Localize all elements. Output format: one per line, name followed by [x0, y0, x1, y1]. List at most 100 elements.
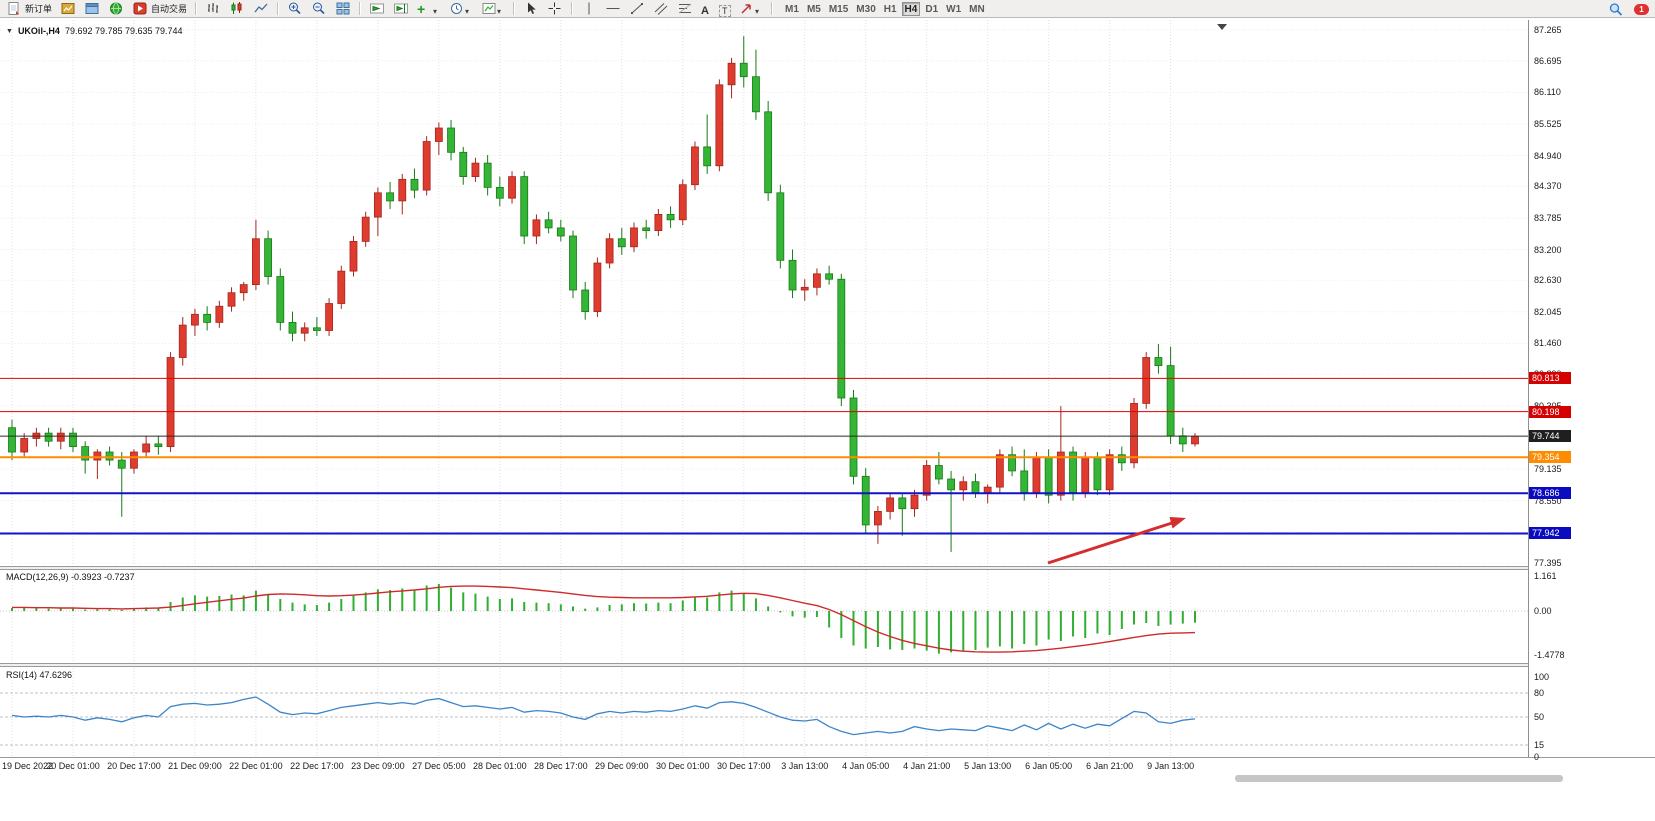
price-line-tag[interactable]: 79.354 [1529, 451, 1571, 464]
toolbar-separator [571, 2, 574, 15]
periods-button[interactable] [447, 1, 475, 17]
time-axis-label: 6 Jan 05:00 [1025, 761, 1073, 771]
rsi-scale-label: 50 [1534, 712, 1545, 722]
community-button[interactable] [106, 1, 126, 17]
rsi-line [11, 696, 1196, 736]
price-axis-label: 82.045 [1534, 306, 1562, 317]
autotrading-icon [132, 1, 148, 16]
time-axis-label: 4 Jan 05:00 [842, 761, 890, 771]
zoom-out-icon [311, 1, 327, 16]
horizontal-line-icon [605, 1, 621, 16]
rsi-scale-label: 100 [1534, 672, 1550, 682]
crosshair-button[interactable] [545, 1, 565, 17]
price-axis-label: 83.785 [1534, 212, 1562, 223]
chart-shift-icon [393, 1, 409, 16]
timeframe-D1-button[interactable]: D1 [922, 2, 941, 16]
vertical-line-button[interactable] [579, 1, 599, 17]
price-line-tag[interactable]: 78.686 [1529, 487, 1571, 500]
template-icon [481, 1, 497, 16]
price-axis-label: 78.550 [1534, 495, 1562, 506]
new-chart-button[interactable] [58, 1, 78, 17]
new-order-button[interactable]: 新订单 [4, 1, 54, 17]
time-axis-label: 5 Jan 13:00 [964, 761, 1012, 771]
timeframe-H4-button[interactable]: H4 [901, 1, 921, 16]
price-axis-label: 77.395 [1534, 557, 1562, 568]
chart-ohlc-values: 79.692 79.785 79.635 79.744 [64, 26, 183, 36]
trend-arrow-annotation[interactable] [1047, 517, 1186, 565]
chart-shift-button[interactable] [391, 1, 411, 17]
timeframe-W1-button[interactable]: W1 [943, 2, 964, 16]
trendline-button[interactable] [627, 1, 647, 17]
toolbar-separator [771, 2, 774, 15]
fibonacci-button[interactable] [675, 1, 695, 17]
text-tool-icon [701, 1, 711, 16]
time-axis-label: 9 Jan 13:00 [1147, 761, 1195, 771]
time-axis-label: 21 Dec 09:00 [168, 761, 222, 771]
notification-badge[interactable]: 1 [1634, 3, 1649, 15]
time-axis-label: 20 Dec 01:00 [46, 761, 100, 771]
macd-panel-canvas[interactable] [0, 570, 1528, 665]
timeframe-M30-button[interactable]: M30 [853, 2, 878, 16]
autotrading-button[interactable]: 自动交易 [130, 1, 189, 17]
chart-window: UKOil-,H4 79.692 79.785 79.635 79.744 MA… [0, 19, 1655, 821]
timeframe-M1-button[interactable]: M1 [782, 2, 802, 16]
zoom-out-button[interactable] [309, 1, 329, 17]
chevron-down-icon [465, 1, 473, 16]
panel-splitter[interactable] [0, 566, 1655, 570]
rsi-panel-canvas[interactable] [0, 668, 1528, 757]
arrows-button[interactable] [737, 1, 765, 17]
time-axis-label: 30 Dec 01:00 [655, 761, 710, 771]
price-line-tag[interactable]: 80.198 [1529, 405, 1571, 418]
macd-histogram [11, 584, 1196, 654]
timeframe-M5-button[interactable]: M5 [804, 2, 824, 16]
horizontal-scrollbar[interactable] [1235, 775, 1563, 782]
time-axis-separator [0, 757, 1655, 758]
one-click-trading-toggle[interactable] [6, 25, 13, 37]
price-line-tag[interactable]: 80.813 [1529, 372, 1571, 385]
price-line-tag[interactable]: 77.942 [1529, 527, 1571, 540]
search-button[interactable] [1606, 1, 1626, 17]
price-chart-canvas[interactable] [0, 20, 1528, 566]
cursor-button[interactable] [521, 1, 541, 17]
price-axis[interactable]: 87.265 86.695 86.110 85.525 84.940 84.370 83.7… [1528, 20, 1655, 762]
time-axis-label: 20 Dec 17:00 [107, 761, 161, 771]
time-axis-label: 19 Dec 2022 [2, 761, 54, 771]
macd-scale-label: 1.161 [1534, 571, 1557, 582]
chart-symbol-label: UKOil-,H4 [17, 26, 60, 36]
line-chart-button[interactable] [251, 1, 271, 17]
text-button[interactable] [699, 1, 713, 17]
templates-button[interactable] [479, 1, 507, 17]
chevron-down-icon [755, 1, 763, 16]
price-line-tag[interactable]: 79.744 [1529, 430, 1571, 443]
price-axis-label: 79.135 [1534, 464, 1562, 475]
crosshair-icon [547, 1, 563, 16]
panel-splitter[interactable] [0, 663, 1655, 667]
candlestick-chart-icon [229, 1, 245, 16]
clock-icon [449, 1, 465, 16]
channel-button[interactable] [651, 1, 671, 17]
tile-windows-button[interactable] [333, 1, 353, 17]
timeframe-M15-button[interactable]: M15 [826, 2, 851, 16]
timeframe-H1-button[interactable]: H1 [881, 2, 900, 16]
bar-chart-button[interactable] [203, 1, 223, 17]
indicators-button[interactable] [415, 1, 443, 17]
autotrading-label: 自动交易 [151, 4, 188, 14]
time-axis-label: 22 Dec 01:00 [229, 761, 283, 771]
auto-scroll-button[interactable] [367, 1, 387, 17]
macd-scale-label: -1.4778 [1534, 650, 1565, 661]
scroll-to-end-marker[interactable] [1217, 24, 1227, 30]
timeframe-MN-button[interactable]: MN [966, 2, 988, 16]
text-label-button[interactable] [717, 1, 733, 17]
timeframe-toolbar: M1 M5 M15 M30 H1 H4 D1 W1 MN [781, 1, 989, 16]
rsi-indicator-label: RSI(14) 47.6296 [6, 670, 73, 680]
new-chart-icon [60, 1, 76, 16]
price-axis-label: 81.460 [1534, 338, 1562, 349]
horizontal-line-button[interactable] [603, 1, 623, 17]
candlestick-chart-button[interactable] [227, 1, 247, 17]
time-axis-label: 27 Dec 05:00 [412, 761, 466, 771]
zoom-in-button[interactable] [285, 1, 305, 17]
trendline-icon [629, 1, 645, 16]
time-axis[interactable]: 19 Dec 2022 20 Dec 01:00 20 Dec 17:00 21 De… [0, 758, 1528, 774]
chart-profiles-button[interactable] [82, 1, 102, 17]
